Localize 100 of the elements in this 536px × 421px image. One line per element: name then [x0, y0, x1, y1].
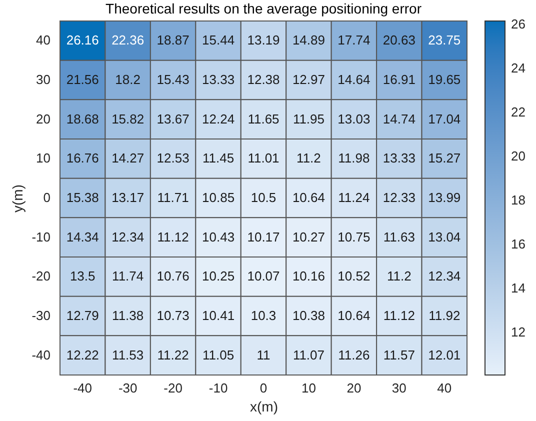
color-bar-label: 14 [511, 280, 526, 296]
data-label: 11.53 [112, 347, 144, 362]
color-bar-label: 12 [511, 324, 526, 340]
data-label: 11.12 [383, 308, 415, 323]
y-axis-title: y(m) [10, 184, 26, 212]
data-label: 11.98 [338, 150, 370, 166]
data-label: 13.04 [428, 229, 461, 244]
data-label: 11.38 [112, 308, 144, 323]
data-label: 11.74 [112, 268, 144, 284]
data-label: 18.68 [66, 111, 99, 126]
y-tick-label: 0 [43, 190, 50, 205]
data-label: 10.64 [292, 190, 325, 205]
data-label: 11.26 [338, 347, 370, 362]
data-label: 11.22 [157, 347, 189, 362]
data-label: 10.75 [338, 229, 370, 244]
data-label: 14.34 [66, 229, 99, 244]
color-bar-label: 16 [511, 236, 526, 252]
data-label: 14.74 [382, 111, 416, 126]
data-label: 20.63 [382, 32, 416, 48]
data-label: 12.53 [156, 150, 190, 166]
data-label: 12.38 [247, 72, 280, 87]
data-label: 11.95 [292, 111, 325, 126]
data-label: 15.43 [156, 72, 190, 87]
x-tick-label: -20 [164, 380, 182, 396]
data-label: 10.16 [292, 268, 325, 284]
chart-title: Theoretical results on the average positioning error [106, 0, 422, 16]
data-label: 18.2 [115, 72, 140, 87]
data-label: 26.16 [66, 32, 99, 48]
data-label: 17.04 [428, 111, 461, 126]
data-label: 11.2 [296, 150, 321, 166]
data-label: 11.92 [428, 308, 460, 323]
data-label: 13.33 [202, 72, 235, 87]
y-tick-label: -10 [32, 229, 50, 244]
data-label: 11.05 [202, 347, 234, 362]
y-tick-label: 20 [36, 111, 50, 126]
data-label: 12.22 [66, 347, 99, 362]
data-label: 11.63 [383, 229, 415, 244]
data-label: 15.44 [202, 32, 235, 48]
x-axis-title: x(m) [250, 398, 278, 414]
data-label: 11 [256, 347, 270, 362]
data-label: 10.25 [202, 268, 235, 284]
data-label: 11.2 [386, 268, 412, 284]
x-tick-label: 20 [346, 380, 362, 396]
data-label: 10.73 [156, 308, 190, 323]
data-label: 15.82 [112, 111, 144, 126]
data-label: 16.76 [66, 150, 99, 166]
data-label: 14.89 [292, 32, 325, 48]
data-label: 10.07 [247, 268, 280, 284]
data-label: 11.01 [248, 150, 280, 166]
data-label: 10.85 [202, 190, 235, 205]
data-label: 12.79 [66, 308, 99, 323]
data-label: 10.5 [250, 190, 276, 205]
x-tick-label: -10 [208, 380, 228, 396]
data-label: 13.19 [247, 32, 280, 48]
data-label: 10.76 [156, 268, 190, 284]
x-tick-label: 10 [301, 380, 316, 396]
y-tick-label: -20 [32, 268, 50, 284]
data-label: 14.27 [112, 150, 144, 166]
data-label: 10.3 [250, 308, 276, 323]
data-label: 13.99 [428, 190, 461, 205]
data-label: 13.67 [156, 111, 190, 126]
data-label: 17.74 [338, 32, 370, 48]
y-tick-label: 10 [36, 150, 50, 166]
data-label: 12.24 [202, 111, 235, 126]
data-label: 10.52 [338, 268, 370, 284]
x-tick-label: 0 [260, 380, 268, 396]
data-label: 12.97 [292, 72, 325, 87]
color-bar-label: 18 [511, 192, 526, 208]
y-tick-label: 30 [36, 72, 50, 87]
data-label: 11.24 [338, 190, 370, 205]
data-label: 10.38 [292, 308, 325, 323]
data-label: 14.64 [338, 72, 370, 87]
y-tick-label: 40 [36, 32, 50, 48]
data-label: 23.75 [428, 32, 461, 48]
data-label: 10.17 [247, 229, 280, 244]
x-tick-label: -40 [73, 380, 92, 396]
data-label: 11.07 [292, 347, 325, 362]
data-label: 11.65 [248, 111, 280, 126]
y-tick-label: -30 [32, 308, 50, 323]
data-label: 10.43 [202, 229, 235, 244]
data-label: 15.38 [66, 190, 99, 205]
data-label: 11.57 [383, 347, 415, 362]
x-tick-label: 30 [392, 380, 406, 396]
data-label: 13.17 [112, 190, 144, 205]
data-label: 18.87 [156, 32, 190, 48]
y-tick-label: -40 [32, 347, 50, 362]
data-label: 12.01 [428, 347, 461, 362]
data-label: 19.65 [428, 72, 461, 87]
data-label: 15.27 [428, 150, 461, 166]
data-label: 16.91 [382, 72, 416, 87]
data-label: 13.03 [338, 111, 370, 126]
data-label: 21.56 [66, 72, 99, 87]
x-tick-label: -30 [118, 380, 138, 396]
data-label: 11.12 [157, 229, 189, 244]
data-label: 22.36 [112, 32, 144, 48]
data-label: 12.33 [382, 190, 416, 205]
color-bar-label: 22 [511, 104, 526, 120]
color-bar-label: 24 [511, 60, 526, 76]
color-bar-label: 26 [511, 16, 526, 32]
data-label: 11.71 [157, 190, 189, 205]
